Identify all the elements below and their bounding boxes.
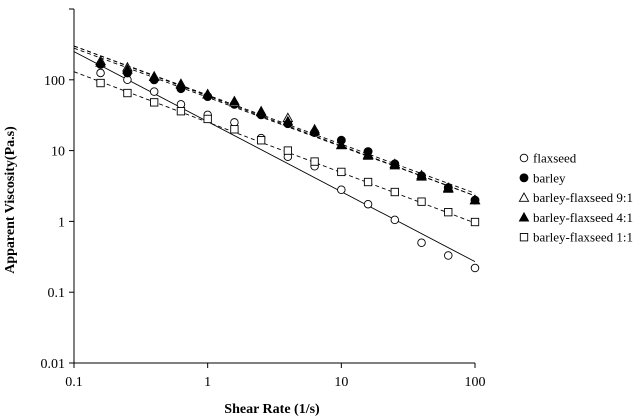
series-4-point [363, 177, 373, 187]
series-0-point [417, 238, 426, 247]
legend-label-3: barley-flaxseed 4:1 [533, 210, 633, 225]
series-3-point [255, 106, 267, 117]
series-3-point [122, 63, 133, 74]
series-4-point [96, 78, 105, 88]
series-3-point [442, 183, 454, 193]
series-4-point [123, 88, 132, 98]
series-3-point [335, 139, 347, 150]
series-1-fit-line [73, 47, 476, 197]
series-4-point [203, 114, 212, 124]
y-tick-label: 0.1 [48, 286, 66, 301]
x-tick-label: 100 [465, 375, 486, 390]
series-4-point [417, 197, 426, 206]
series-0-point [230, 118, 239, 127]
series-0-point [390, 215, 400, 225]
series-4-fit-line [73, 71, 476, 224]
series-3-point [416, 171, 427, 181]
series-3-point [282, 115, 294, 126]
legend-label-0: flaxseed [533, 151, 577, 166]
series-0-point [337, 185, 346, 194]
legend-marker-2 [518, 192, 530, 202]
legend-marker-3 [518, 211, 530, 222]
x-tick-label: 10 [334, 375, 348, 390]
y-tick-label: 1 [58, 215, 65, 230]
legend-marker-4 [519, 233, 529, 242]
legend-label-1: barley [533, 170, 566, 185]
series-0-point [96, 68, 105, 78]
series-0-point [470, 263, 480, 273]
series-3-point [95, 57, 106, 67]
legend-label-4: barley-flaxseed 1:1 [533, 230, 633, 245]
series-3-fit-line [73, 45, 476, 197]
series-3-point [229, 95, 240, 106]
series-3-point [148, 71, 160, 81]
series-4-point [230, 125, 239, 134]
series-3-point [309, 125, 320, 135]
series-4-point [176, 107, 186, 116]
y-axis-title: Apparent Viscosity(Pa.s) [3, 126, 18, 274]
series-0-point [149, 87, 159, 96]
series-4-point [310, 157, 319, 166]
legend: flaxseed barley barley-flaxseed 9:1 barley-… [518, 151, 633, 245]
series-3-point [202, 88, 214, 99]
series-3-point [469, 194, 481, 205]
series-4-point [390, 187, 399, 197]
x-axis-title: Shear Rate (1/s) [224, 402, 320, 417]
series-3-point [389, 159, 401, 170]
series-3-point [362, 150, 374, 160]
series-4-point [337, 167, 346, 177]
series-4-point [283, 146, 293, 155]
x-tick-label: 0.1 [65, 375, 83, 390]
y-tick-label: 10 [51, 145, 65, 160]
x-tick-labels: 0.1 1 10 100 [65, 375, 485, 390]
series-0-point [363, 199, 373, 209]
legend-marker-1 [519, 173, 529, 183]
series-0-point [444, 251, 453, 260]
y-tick-labels: 0.01 0.1 1 10 100 [41, 74, 66, 372]
series-0-point [176, 100, 186, 109]
legend-marker-0 [519, 153, 529, 163]
series-3-point [175, 79, 187, 89]
y-tick-label: 0.01 [41, 357, 66, 372]
series-4-point [150, 98, 159, 107]
series-4-point [470, 217, 480, 227]
plot-area [73, 45, 481, 273]
axes [69, 8, 476, 368]
series-4-point [256, 136, 266, 145]
series-0-fit-line [73, 51, 476, 263]
legend-label-2: barley-flaxseed 9:1 [533, 190, 633, 205]
series-4-point [444, 208, 453, 217]
x-tick-label: 1 [204, 375, 211, 390]
y-tick-label: 100 [44, 74, 65, 89]
